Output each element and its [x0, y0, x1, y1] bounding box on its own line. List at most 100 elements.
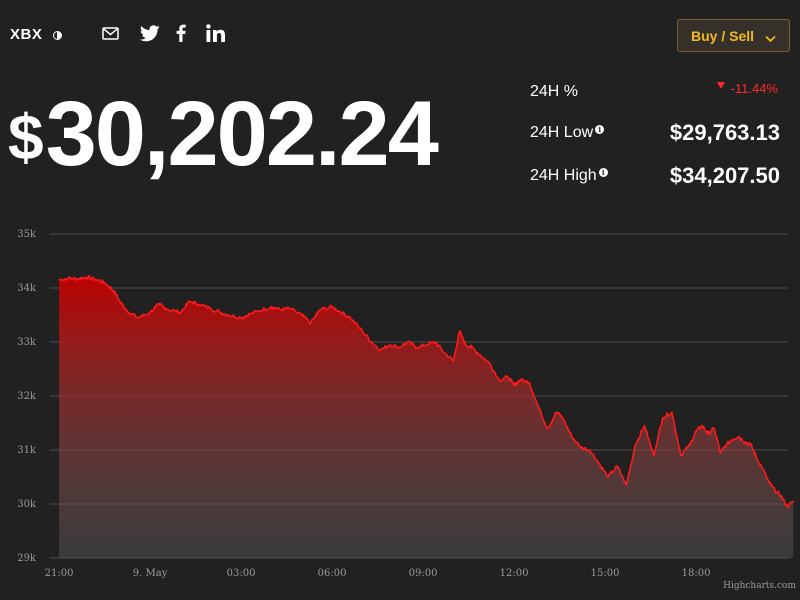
price-point: [210, 307, 212, 310]
price-point: [119, 300, 121, 303]
high-label: 24H High i: [530, 167, 608, 185]
price-point: [489, 363, 491, 365]
price-point: [228, 314, 230, 316]
price-point: [744, 441, 746, 443]
price-point: [480, 354, 482, 357]
high-value: $34,207.50: [669, 163, 780, 188]
price-point: [331, 306, 333, 308]
info-icon[interactable]: i: [598, 168, 608, 177]
y-tick-label: 34k: [17, 283, 37, 294]
change-value-text: -11.44%: [730, 81, 778, 96]
info-icon[interactable]: i: [595, 125, 605, 134]
price-point: [643, 425, 646, 427]
price-point: [104, 282, 106, 284]
price-point: [58, 279, 60, 281]
price-point: [792, 500, 794, 502]
price-point: [85, 276, 87, 278]
ticker-symbol: XBX: [10, 26, 43, 43]
price-point: [240, 317, 242, 319]
price-point: [719, 452, 721, 454]
change-label: 24H %: [530, 83, 579, 100]
x-tick-label: 12:00: [500, 568, 529, 579]
current-price: $30,202.24: [8, 88, 439, 180]
x-tick-label: 06:00: [318, 568, 347, 579]
price-point: [158, 303, 160, 305]
price-point: [780, 495, 782, 497]
price-point: [680, 454, 682, 456]
price-point: [519, 379, 521, 381]
down-arrow-icon: [716, 82, 725, 89]
y-tick-label: 31k: [17, 445, 37, 456]
price-point: [671, 411, 673, 413]
price-point: [398, 346, 400, 348]
price-point: [416, 346, 418, 348]
price-point: [380, 349, 382, 351]
change-value: -11.44%: [716, 81, 778, 96]
price-point: [513, 384, 515, 386]
price-point: [319, 309, 321, 311]
price-point: [695, 430, 697, 432]
price-point: [188, 300, 191, 303]
price-point: [179, 311, 182, 313]
price-point: [731, 438, 734, 440]
y-tick-label: 30k: [17, 499, 37, 510]
price-point: [762, 468, 764, 470]
price-area-fill: [59, 276, 794, 558]
price-point: [555, 411, 558, 413]
price-point: [707, 433, 709, 435]
price-point: [756, 457, 758, 459]
price-point: [458, 330, 461, 332]
price-point: [689, 444, 691, 446]
high-label-text: 24H High: [530, 167, 597, 184]
x-tick-label: 18:00: [682, 568, 711, 579]
x-tick-label: 21:00: [45, 568, 74, 579]
chart-credit: Highcharts.com: [723, 581, 796, 591]
price-point: [389, 344, 391, 346]
price-point: [589, 449, 591, 451]
price-point: [616, 465, 618, 467]
price-point: [310, 322, 312, 324]
price-point: [768, 481, 770, 483]
price-point: [713, 427, 715, 429]
y-tick-label: 33k: [17, 337, 37, 348]
price-point: [198, 303, 200, 305]
price-point: [653, 454, 655, 456]
price-point: [562, 417, 564, 419]
x-tick-label: 15:00: [591, 568, 620, 579]
facebook-icon[interactable]: [176, 23, 186, 43]
price-point: [634, 444, 637, 446]
price-point: [149, 311, 151, 313]
price-point: [443, 352, 445, 354]
price-point: [425, 344, 427, 346]
price-point: [67, 277, 69, 279]
twitter-icon[interactable]: [140, 23, 160, 43]
price-value: 30,202.24: [45, 83, 439, 185]
price-point: [370, 341, 373, 343]
buy-sell-button[interactable]: Buy / Sell: [677, 19, 790, 52]
price-point: [607, 476, 609, 478]
price-point: [249, 313, 251, 315]
price-point: [571, 435, 573, 438]
price-point: [725, 444, 728, 446]
price-point: [289, 307, 291, 310]
price-point: [452, 360, 455, 362]
price-point: [407, 341, 409, 343]
price-point: [361, 330, 364, 332]
price-point: [498, 379, 500, 381]
price-point: [737, 435, 740, 438]
price-point: [349, 317, 351, 319]
price-point: [219, 311, 221, 313]
price-point: [662, 417, 664, 419]
price-point: [128, 311, 130, 313]
top-bar: XBX Buy / Sell: [0, 0, 800, 70]
price-point: [167, 309, 169, 311]
price-point: [464, 344, 467, 346]
buy-sell-label: Buy / Sell: [691, 27, 755, 44]
x-tick-label: 09:00: [409, 568, 438, 579]
mail-icon[interactable]: [102, 23, 119, 43]
chevron-down-icon: [765, 30, 776, 46]
price-point: [113, 290, 115, 292]
linkedin-icon[interactable]: [206, 23, 226, 43]
price-chart[interactable]: 29k 30k 31k 32k 33k 34k 35k 21:00 9. May 03:00 06:…: [0, 220, 800, 600]
price-point: [434, 341, 436, 343]
